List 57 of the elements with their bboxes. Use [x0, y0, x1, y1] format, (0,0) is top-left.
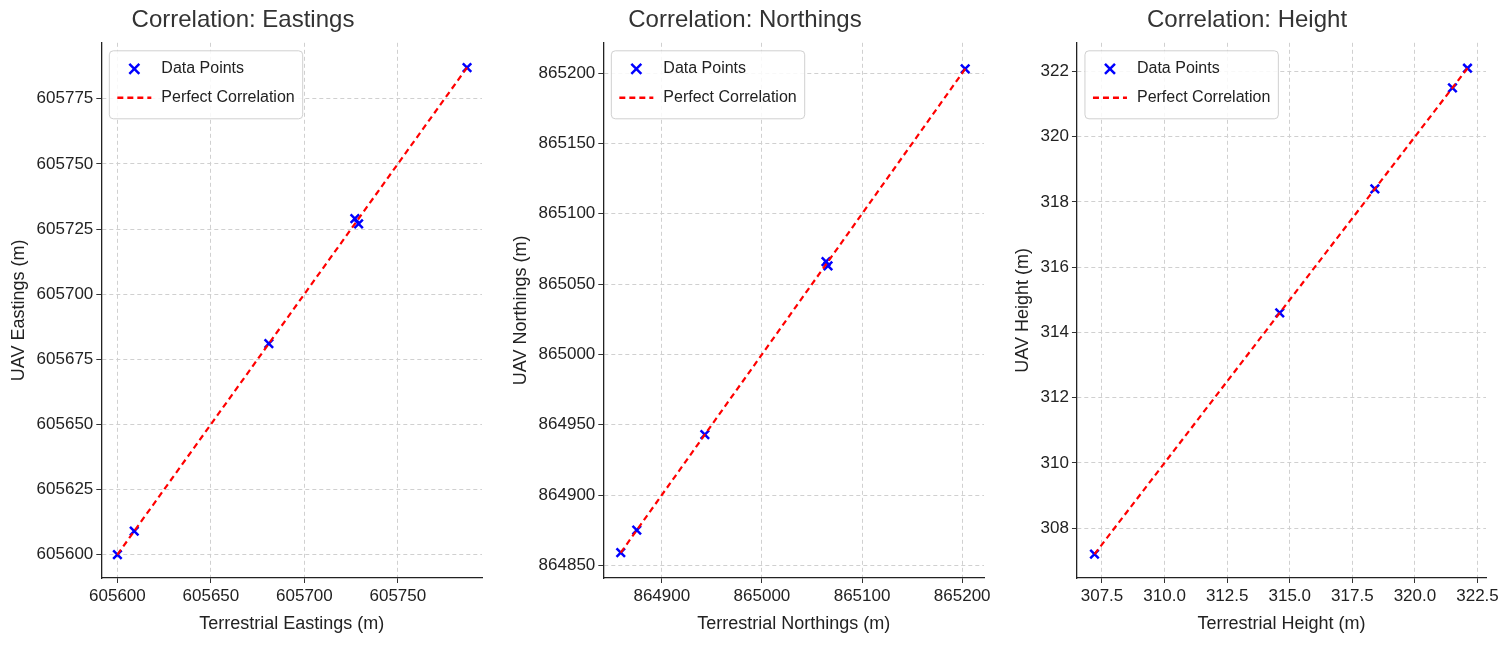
x-tick-label: 865100 [833, 585, 891, 605]
y-tick-label: 865200 [538, 62, 596, 82]
chart-title: Correlation: Eastings [131, 5, 355, 33]
y-tick-label: 605775 [36, 88, 94, 108]
x-tick-label: 605600 [89, 585, 146, 605]
point [820, 256, 832, 268]
x-tick-label: 315.0 [1268, 585, 1312, 605]
y-tick-label: 322 [1040, 61, 1069, 81]
x-axis-title: Terrestrial Height (m) [1197, 613, 1366, 634]
x-tick-label: 320.0 [1393, 585, 1437, 605]
y-axis-title: UAV Eastings (m) [7, 239, 28, 382]
x-tick-label: 605700 [276, 585, 333, 605]
x-tick-label: 865200 [933, 585, 991, 605]
legend-label: Data Points [1136, 59, 1220, 77]
y-tick-label: 865150 [538, 133, 596, 153]
y-tick-label: 310 [1040, 452, 1069, 472]
x-axis-title: Terrestrial Eastings (m) [199, 613, 385, 634]
y-tick-label: 864900 [538, 484, 596, 504]
y-tick-label: 605725 [36, 218, 94, 238]
x-tick-label: 864900 [633, 585, 691, 605]
x-tick-label: 312.5 [1205, 585, 1249, 605]
y-tick-label: 865100 [538, 203, 596, 223]
y-tick-label: 320 [1040, 126, 1069, 146]
y-tick-label: 605625 [36, 479, 94, 499]
y-tick-label: 605600 [36, 544, 94, 564]
legend-label: Data Points [663, 59, 747, 77]
y-tick-label: 605675 [36, 348, 94, 368]
y-tick-label: 605700 [36, 283, 94, 303]
chart-title: Correlation: Height [1146, 5, 1348, 33]
y-tick-label: 864950 [538, 414, 596, 434]
y-tick-label: 312 [1040, 387, 1069, 407]
x-tick-label: 307.5 [1080, 585, 1124, 605]
y-tick-label: 605650 [36, 414, 94, 434]
legend-label: Perfect Correlation [161, 88, 295, 106]
x-tick-label: 322.5 [1456, 585, 1499, 605]
point [353, 218, 365, 230]
x-tick-label: 605750 [369, 585, 427, 605]
y-axis-title: UAV Northings (m) [509, 235, 530, 386]
x-tick-label: 310.0 [1143, 585, 1186, 605]
y-tick-label: 605750 [36, 153, 94, 173]
y-tick-label: 316 [1040, 256, 1069, 276]
y-axis-title: UAV Height (m) [1011, 248, 1032, 373]
x-tick-label: 605650 [182, 585, 240, 605]
chart-title: Correlation: Northings [628, 5, 862, 33]
y-tick-label: 864850 [538, 555, 596, 575]
legend-label: Data Points [161, 59, 245, 77]
x-tick-label: 317.5 [1331, 585, 1374, 605]
legend-label: Perfect Correlation [663, 88, 797, 106]
y-tick-label: 308 [1040, 517, 1069, 537]
x-axis-title: Terrestrial Northings (m) [697, 613, 891, 634]
point [822, 260, 834, 272]
y-tick-label: 865000 [538, 344, 596, 364]
y-tick-label: 318 [1040, 191, 1069, 211]
y-tick-label: 865050 [538, 273, 596, 293]
legend-label: Perfect Correlation [1136, 88, 1271, 106]
x-tick-label: 865000 [733, 585, 791, 605]
y-tick-label: 314 [1040, 322, 1069, 342]
